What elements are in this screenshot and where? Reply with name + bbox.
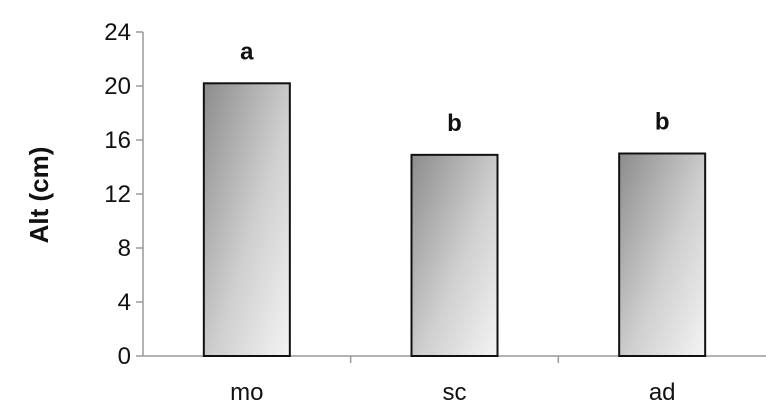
- y-tick-label: 8: [118, 235, 131, 262]
- significance-label-mo: a: [240, 38, 254, 65]
- category-labels: mo sc ad: [230, 379, 675, 406]
- y-tick-label: 20: [104, 73, 131, 100]
- y-tick-label: 4: [118, 289, 131, 316]
- bar-mo: [202, 82, 291, 358]
- bars-group: [202, 82, 707, 358]
- significance-label-sc: b: [447, 110, 462, 137]
- x-axis-ticks: [349, 356, 560, 363]
- bar-ad: [618, 152, 707, 357]
- y-tick-label: 24: [104, 19, 131, 46]
- y-axis-ticks: 0 4 8 12 16 20 24: [104, 19, 143, 370]
- y-axis-title: Alt (cm): [24, 147, 54, 244]
- y-tick-label: 0: [118, 343, 131, 370]
- category-label-ad: ad: [649, 379, 676, 406]
- significance-label-ad: b: [655, 109, 670, 136]
- category-label-mo: mo: [230, 379, 263, 406]
- significance-labels: a b b: [240, 38, 669, 137]
- category-label-sc: sc: [443, 379, 467, 406]
- bar-sc: [410, 153, 499, 357]
- y-tick-label: 12: [104, 181, 131, 208]
- y-tick-label: 16: [104, 127, 131, 154]
